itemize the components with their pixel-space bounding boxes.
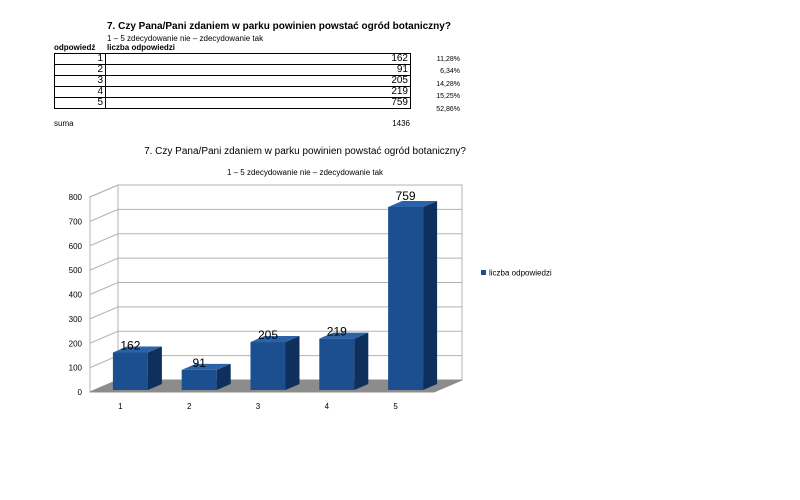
table-row: 5 759 (54, 97, 411, 109)
sum-label: suma (54, 119, 74, 128)
y-tick-label: 300 (69, 315, 83, 324)
gridline (89, 233, 462, 247)
y-tick-label: 0 (78, 388, 83, 397)
x-tick-label: 2 (187, 402, 192, 411)
y-tick-label: 100 (69, 364, 83, 373)
y-tick-label: 700 (69, 217, 83, 226)
bar-front (181, 369, 217, 390)
column-header-answer: odpowiedź (54, 43, 96, 52)
x-tick-label: 3 (256, 402, 261, 411)
data-label: 219 (327, 325, 347, 339)
gridline (89, 330, 462, 344)
data-label: 91 (193, 356, 207, 370)
percent-cell: 14,28% (436, 80, 460, 88)
table-title: 7. Czy Pana/Pani zdaniem w parku powinie… (107, 21, 451, 32)
bar-front (112, 352, 148, 390)
gridline (89, 257, 462, 271)
gridline (89, 208, 462, 222)
bar-side (216, 363, 231, 390)
gridline (89, 184, 462, 198)
gridline (89, 306, 462, 320)
percent-cell: 6,34% (440, 68, 460, 76)
table-row: 4 219 (54, 86, 411, 98)
bar-top (112, 346, 162, 353)
bar-top (181, 363, 231, 370)
y-tick-label: 400 (69, 291, 83, 300)
bar-front (319, 338, 355, 390)
percent-column: 11,28% 6,34% 14,28% 15,25% 52,86% (420, 56, 460, 118)
bar-side (354, 332, 369, 390)
legend-label: liczba odpowiedzi (489, 269, 552, 278)
y-tick-label: 600 (69, 242, 83, 251)
bar-side (285, 336, 300, 390)
bar-front (250, 342, 286, 390)
percent-cell: 52,86% (436, 105, 460, 113)
data-label: 162 (120, 339, 140, 353)
bar-top (388, 200, 438, 207)
chart-title: 7. Czy Pana/Pani zdaniem w parku powinie… (144, 146, 466, 157)
bar-top (319, 332, 369, 339)
chart-subtitle: 1 – 5 zdecydowanie nie – zdecydowanie ta… (226, 168, 384, 177)
data-label: 759 (396, 189, 416, 203)
table-subtitle: 1 – 5 zdecydowanie nie – zdecydowanie ta… (107, 34, 264, 43)
data-table: 1 162 2 91 3 205 4 219 5 759 (54, 53, 411, 109)
bar-top (250, 336, 300, 343)
x-tick-label: 1 (118, 402, 123, 411)
data-label: 205 (258, 328, 278, 342)
legend-swatch (481, 270, 486, 275)
count-cell: 759 (105, 97, 411, 109)
y-tick-label: 800 (69, 193, 83, 202)
bar-front (388, 206, 424, 390)
x-tick-label: 4 (325, 402, 330, 411)
bar-side (147, 346, 162, 390)
y-tick-label: 500 (69, 266, 83, 275)
gridline (89, 282, 462, 295)
sum-value: 1436 (392, 119, 410, 128)
y-tick-label: 200 (69, 339, 83, 348)
column-header-count: liczba odpowiedzi (107, 43, 176, 52)
percent-cell: 15,25% (436, 93, 460, 101)
percent-cell: 11,28% (436, 56, 460, 63)
table-row: 3 205 (54, 75, 411, 87)
x-tick-label: 5 (393, 402, 398, 411)
bar-side (423, 200, 438, 390)
